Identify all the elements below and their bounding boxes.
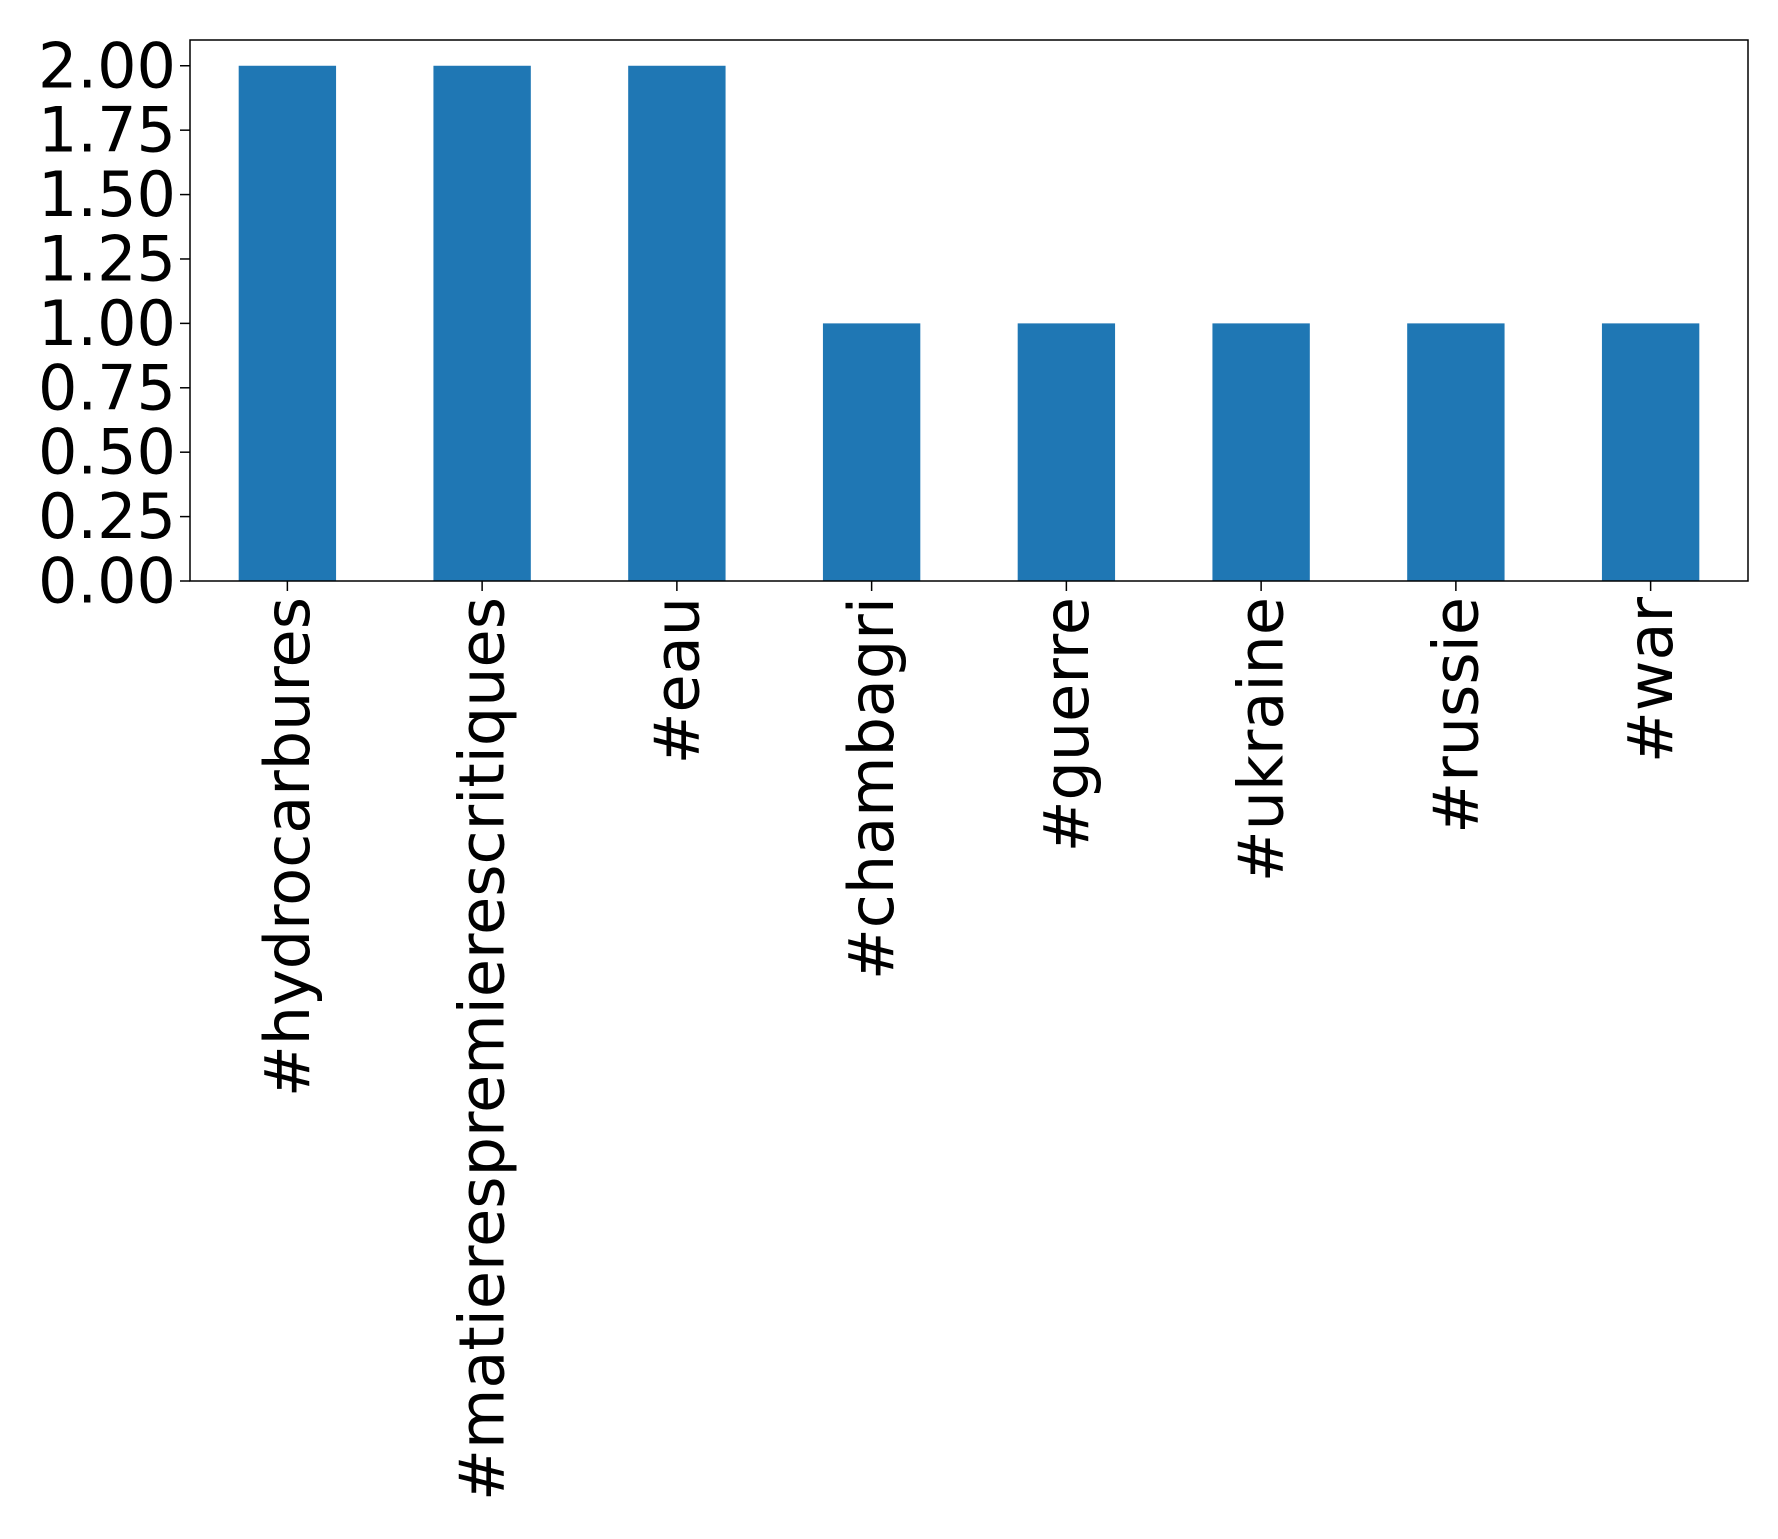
y-tick-label: 0.50: [38, 416, 176, 489]
bar: [1407, 323, 1505, 581]
bar: [1017, 323, 1116, 581]
bars-group: [238, 65, 1700, 581]
y-tick-label: 0.00: [38, 545, 176, 618]
y-tick-label: 2.00: [38, 29, 176, 102]
bar: [1601, 323, 1700, 581]
x-axis: #hydrocarbures #matierespremierescritique…: [251, 581, 1687, 1501]
y-tick-label: 1.50: [38, 158, 176, 231]
bar: [1212, 323, 1310, 581]
y-tick-label: 1.25: [38, 222, 176, 295]
x-tick-label: #russie: [1419, 597, 1492, 834]
y-tick-label: 1.75: [38, 94, 176, 167]
bar: [238, 65, 337, 581]
y-axis: 0.000.250.500.751.001.251.501.752.00: [38, 29, 190, 618]
x-tick-label: #chambagri: [835, 597, 908, 980]
bar: [822, 323, 921, 581]
plot-frame: [189, 39, 1749, 582]
y-tick-label: 0.25: [38, 480, 176, 553]
x-tick-label: #guerre: [1030, 597, 1103, 852]
x-tick-label: #eau: [640, 597, 713, 764]
y-tick-label: 0.75: [38, 351, 176, 424]
y-tick-label: 1.00: [38, 287, 176, 360]
bar: [628, 65, 726, 581]
x-tick-label: #hydrocarbures: [251, 597, 324, 1097]
x-tick-label: #ukraine: [1225, 597, 1298, 882]
x-tick-label: #matierespremierescritiques: [446, 597, 519, 1501]
bar: [433, 65, 531, 581]
x-tick-label: #war: [1614, 596, 1687, 763]
